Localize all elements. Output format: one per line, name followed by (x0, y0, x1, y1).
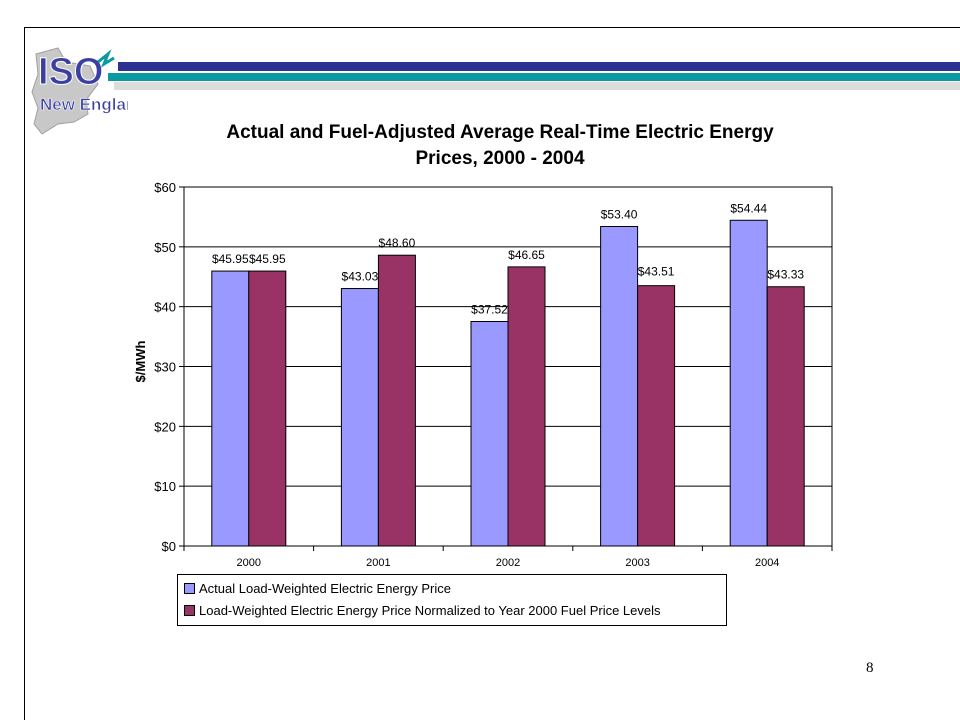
bar-series1-2002 (470, 321, 509, 547)
legend-item-normalized: Load-Weighted Electric Energy Price Norm… (184, 601, 661, 619)
legend-label-normalized: Load-Weighted Electric Energy Price Norm… (199, 602, 661, 618)
legend-swatch-actual (184, 582, 195, 594)
y-axis-label: $/MWh (133, 341, 148, 383)
data-label: $37.52 (471, 303, 508, 317)
svg-text:New England: New England (40, 95, 128, 114)
y-tick-label: $50 (154, 240, 176, 255)
bar-series2-2003 (637, 285, 676, 547)
y-tick-label: $10 (154, 479, 176, 494)
bar-series1-2003 (600, 225, 639, 547)
data-label: $43.51 (638, 265, 675, 279)
x-tick-label: 2000 (237, 557, 261, 569)
data-label: $43.03 (342, 270, 379, 284)
x-tick-label: 2001 (366, 557, 390, 569)
header-stripe-teal (108, 73, 960, 81)
header-stripe-blue (118, 62, 960, 71)
svg-text:ISO: ISO (38, 51, 103, 93)
y-tick-label: $40 (154, 300, 176, 315)
legend-label-actual: Actual Load-Weighted Electric Energy Pri… (199, 580, 451, 596)
slide-border-top (24, 27, 960, 28)
bar-series2-2004 (766, 286, 805, 547)
y-tick-label: $20 (154, 419, 176, 434)
bar-chart: $0 $10 $20 $30 $40 $50 $60 $/MWh $45.95 $45.95 200… (133, 180, 833, 569)
legend-item-actual: Actual Load-Weighted Electric Energy Pri… (184, 579, 451, 597)
bar-series2-2001 (377, 254, 416, 547)
chart-title-line1: Actual and Fuel-Adjusted Average Real-Ti… (226, 122, 774, 143)
x-tick-label: 2002 (496, 557, 520, 569)
legend-swatch-normalized (184, 604, 195, 616)
chart-legend: Actual Load-Weighted Electric Energy Pri… (177, 574, 727, 626)
y-tick-label: $60 (154, 180, 176, 195)
bar-series1-2000 (211, 270, 250, 547)
page-number: 8 (866, 660, 874, 676)
x-tick-label: 2003 (625, 557, 649, 569)
data-label: $45.95 (249, 252, 286, 266)
bar-series1-2001 (340, 288, 379, 547)
data-label: $46.65 (508, 248, 545, 262)
data-label: $53.40 (601, 207, 638, 221)
bar-series1-2004 (729, 219, 768, 547)
slide-border-left (24, 27, 25, 720)
x-tick-label: 2004 (755, 557, 779, 569)
bar-series2-2000 (248, 270, 287, 547)
data-label: $54.44 (730, 201, 767, 215)
data-label: $48.60 (379, 236, 416, 250)
y-tick-label: $0 (162, 539, 176, 554)
chart-title-line2: Prices, 2000 - 2004 (415, 148, 585, 169)
y-tick-label: $30 (154, 360, 176, 375)
data-label: $45.95 (212, 252, 249, 266)
iso-new-england-logo: ISO New England (31, 47, 128, 135)
data-label: $43.33 (767, 268, 804, 282)
bar-series2-2002 (507, 266, 546, 547)
header-stripe-gray (114, 82, 960, 90)
